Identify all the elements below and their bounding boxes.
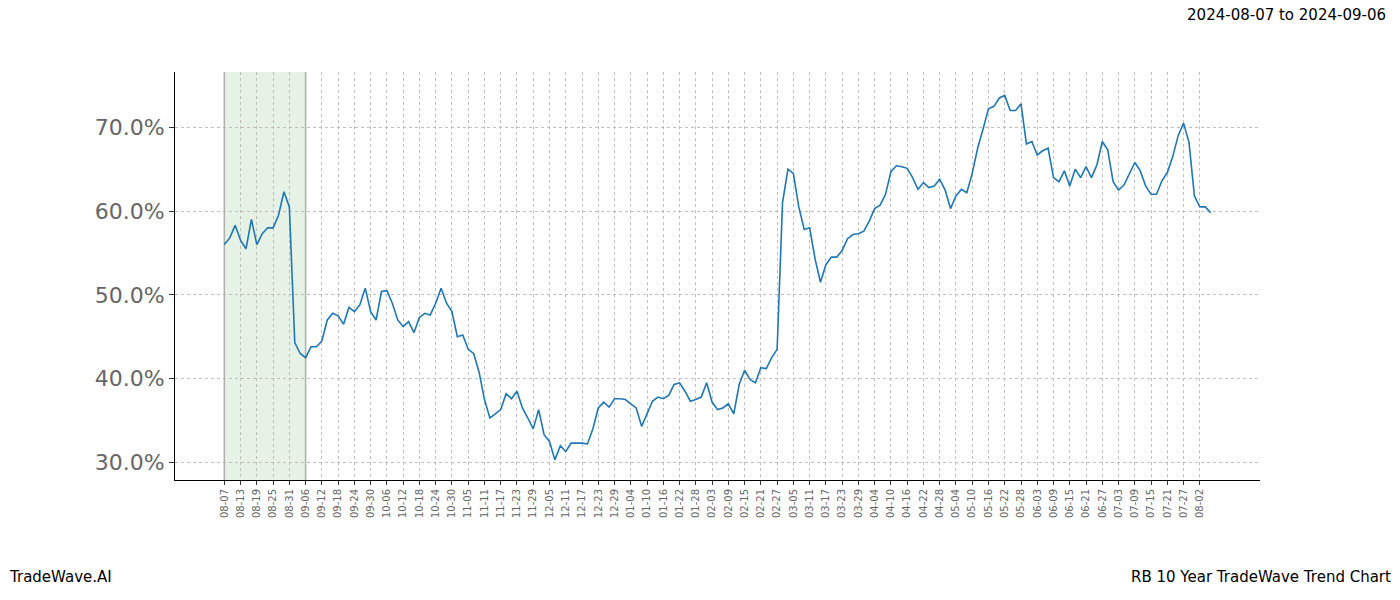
svg-text:07-21: 07-21 bbox=[1162, 489, 1173, 518]
svg-text:02-27: 02-27 bbox=[771, 489, 782, 518]
svg-text:12-17: 12-17 bbox=[576, 489, 587, 518]
svg-text:11-23: 11-23 bbox=[511, 489, 522, 518]
svg-text:09-30: 09-30 bbox=[365, 489, 376, 518]
svg-text:06-21: 06-21 bbox=[1080, 489, 1091, 518]
svg-text:10-18: 10-18 bbox=[414, 489, 425, 518]
svg-text:60.0%: 60.0% bbox=[95, 199, 165, 224]
svg-text:05-10: 05-10 bbox=[966, 489, 977, 518]
svg-text:02-15: 02-15 bbox=[739, 489, 750, 518]
svg-text:04-22: 04-22 bbox=[918, 489, 929, 518]
svg-text:06-03: 06-03 bbox=[1032, 489, 1043, 518]
svg-text:09-18: 09-18 bbox=[332, 489, 343, 518]
svg-text:06-15: 06-15 bbox=[1064, 489, 1075, 518]
svg-text:50.0%: 50.0% bbox=[95, 283, 165, 308]
svg-text:70.0%: 70.0% bbox=[95, 115, 165, 140]
svg-text:03-29: 03-29 bbox=[853, 489, 864, 518]
svg-text:05-28: 05-28 bbox=[1015, 489, 1026, 518]
svg-text:12-23: 12-23 bbox=[593, 489, 604, 518]
svg-text:05-22: 05-22 bbox=[999, 489, 1010, 518]
svg-text:04-28: 04-28 bbox=[934, 489, 945, 518]
svg-text:08-25: 08-25 bbox=[267, 489, 278, 518]
svg-text:08-07: 08-07 bbox=[219, 489, 230, 518]
svg-text:03-17: 03-17 bbox=[820, 489, 831, 518]
svg-text:02-21: 02-21 bbox=[755, 489, 766, 518]
svg-text:01-22: 01-22 bbox=[674, 489, 685, 518]
svg-text:07-15: 07-15 bbox=[1145, 489, 1156, 518]
svg-text:01-28: 01-28 bbox=[690, 489, 701, 518]
svg-text:11-29: 11-29 bbox=[527, 489, 538, 518]
svg-text:10-24: 10-24 bbox=[430, 489, 441, 518]
svg-text:RB 10 Year TradeWave Trend Cha: RB 10 Year TradeWave Trend Chart bbox=[1131, 568, 1391, 586]
svg-text:07-09: 07-09 bbox=[1129, 489, 1140, 518]
svg-text:11-11: 11-11 bbox=[479, 489, 490, 518]
svg-text:07-27: 07-27 bbox=[1178, 489, 1189, 518]
svg-text:08-31: 08-31 bbox=[284, 489, 295, 518]
svg-text:01-10: 01-10 bbox=[641, 489, 652, 518]
svg-text:40.0%: 40.0% bbox=[95, 366, 165, 391]
svg-text:12-05: 12-05 bbox=[544, 489, 555, 518]
svg-text:04-16: 04-16 bbox=[901, 489, 912, 518]
svg-text:08-02: 08-02 bbox=[1194, 489, 1205, 518]
svg-text:04-10: 04-10 bbox=[885, 489, 896, 518]
svg-text:08-19: 08-19 bbox=[251, 489, 262, 518]
svg-text:03-05: 03-05 bbox=[788, 489, 799, 518]
svg-text:10-30: 10-30 bbox=[446, 489, 457, 518]
svg-text:04-04: 04-04 bbox=[869, 489, 880, 518]
svg-text:06-09: 06-09 bbox=[1048, 489, 1059, 518]
svg-text:12-11: 12-11 bbox=[560, 489, 571, 518]
svg-text:08-13: 08-13 bbox=[235, 489, 246, 518]
svg-text:06-27: 06-27 bbox=[1097, 489, 1108, 518]
svg-text:03-23: 03-23 bbox=[836, 489, 847, 518]
svg-text:12-29: 12-29 bbox=[609, 489, 620, 518]
svg-text:02-03: 02-03 bbox=[706, 489, 717, 518]
svg-text:03-11: 03-11 bbox=[804, 489, 815, 518]
svg-text:09-12: 09-12 bbox=[316, 489, 327, 518]
svg-text:30.0%: 30.0% bbox=[95, 450, 165, 475]
svg-text:TradeWave.AI: TradeWave.AI bbox=[9, 568, 112, 586]
svg-text:09-24: 09-24 bbox=[349, 489, 360, 518]
svg-text:01-16: 01-16 bbox=[658, 489, 669, 518]
svg-text:01-04: 01-04 bbox=[625, 489, 636, 518]
svg-text:11-17: 11-17 bbox=[495, 489, 506, 518]
svg-text:11-05: 11-05 bbox=[462, 489, 473, 518]
svg-text:05-04: 05-04 bbox=[950, 489, 961, 518]
svg-text:05-16: 05-16 bbox=[983, 489, 994, 518]
svg-text:07-03: 07-03 bbox=[1113, 489, 1124, 518]
svg-text:10-12: 10-12 bbox=[397, 489, 408, 518]
svg-text:02-09: 02-09 bbox=[723, 489, 734, 518]
svg-text:09-06: 09-06 bbox=[300, 489, 311, 518]
svg-text:10-06: 10-06 bbox=[381, 489, 392, 518]
svg-text:2024-08-07 to 2024-09-06: 2024-08-07 to 2024-09-06 bbox=[1187, 6, 1386, 24]
